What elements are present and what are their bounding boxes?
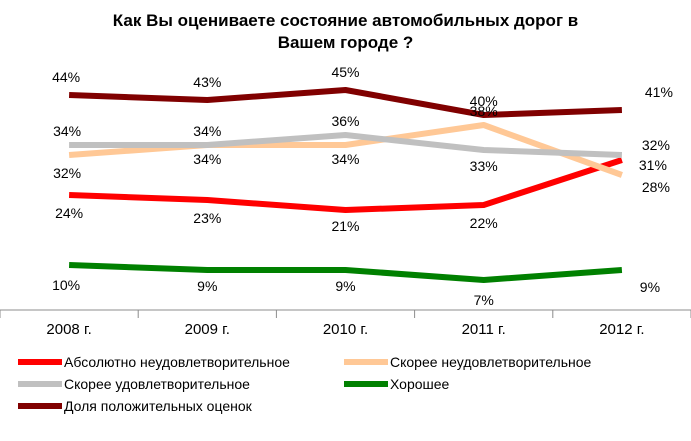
data-label: 41% — [645, 84, 673, 100]
legend-label: Хорошее — [390, 376, 450, 392]
legend-item: Доля положительных оценок — [18, 396, 252, 416]
data-label: 43% — [193, 74, 221, 90]
legend-label: Доля положительных оценок — [64, 398, 252, 414]
chart-title: Как Вы оцениваете состояние автомобильны… — [0, 10, 691, 54]
data-label: 32% — [642, 137, 670, 153]
data-label: 7% — [474, 292, 494, 308]
series-line-0 — [68, 157, 623, 213]
data-label: 24% — [55, 205, 83, 221]
data-label: 9% — [335, 278, 355, 294]
data-label: 33% — [470, 158, 498, 174]
data-label: 9% — [640, 279, 660, 295]
x-tick-label: 2010 г. — [323, 321, 368, 338]
legend-swatch — [18, 381, 62, 387]
series-line-4 — [68, 87, 623, 118]
data-label: 31% — [639, 157, 667, 173]
x-tick-label: 2012 г. — [599, 321, 644, 338]
data-label: 9% — [197, 278, 217, 294]
data-label: 28% — [642, 179, 670, 195]
legend-label: Скорее удовлетворительное — [64, 376, 250, 392]
data-label: 40% — [470, 93, 498, 109]
data-label: 22% — [470, 215, 498, 231]
data-label: 44% — [52, 69, 80, 85]
data-label: 34% — [331, 151, 359, 167]
data-label: 21% — [331, 218, 359, 234]
data-label: 45% — [331, 64, 359, 80]
data-label: 10% — [52, 277, 80, 293]
legend-item: Хорошее — [344, 374, 449, 394]
data-label: 38% — [470, 103, 498, 119]
legend-swatch — [18, 359, 62, 365]
legend-item: Абсолютно неудовлетворительное — [18, 352, 290, 372]
x-axis: 2008 г. 2009 г. 2010 г. 2011 г. 2012 г. — [0, 309, 691, 338]
data-label: 36% — [331, 113, 359, 129]
x-tick-label: 2008 г. — [46, 321, 91, 338]
data-label: 34% — [193, 151, 221, 167]
data-label: 32% — [53, 165, 81, 181]
legend-label: Абсолютно неудовлетворительное — [64, 354, 290, 370]
legend-swatch — [344, 359, 388, 365]
legend-swatch — [344, 381, 388, 387]
legend-label: Скорее неудовлетворительное — [390, 354, 592, 370]
data-label: 23% — [193, 210, 221, 226]
legend-item: Скорее неудовлетворительное — [344, 352, 591, 372]
legend-swatch — [18, 403, 62, 409]
data-labels: 24% 23% 21% 22% 31% 32% 34% 34% 38% 28% 34% 34% 36% 3… — [52, 64, 673, 308]
x-tick-label: 2009 г. — [185, 321, 230, 338]
chart-title-line-1: Как Вы оцениваете состояние автомобильны… — [112, 11, 579, 30]
series-lines — [68, 87, 623, 283]
data-label: 34% — [53, 123, 81, 139]
x-tick-label: 2011 г. — [462, 321, 506, 338]
data-label: 34% — [193, 123, 221, 139]
legend-item: Скорее удовлетворительное — [18, 374, 250, 394]
chart-title-line-2: Вашем городе ? — [277, 33, 414, 52]
